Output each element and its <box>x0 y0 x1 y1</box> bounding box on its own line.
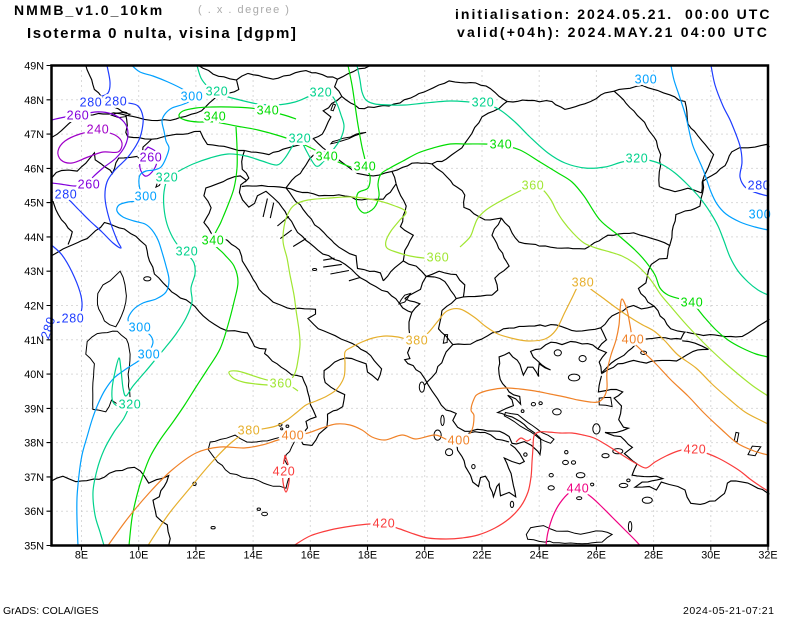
svg-text:300: 300 <box>135 189 158 203</box>
svg-text:320: 320 <box>626 151 649 165</box>
svg-text:340: 340 <box>316 149 339 163</box>
svg-text:280: 280 <box>105 94 128 108</box>
svg-text:18E: 18E <box>358 550 377 562</box>
svg-text:12E: 12E <box>186 550 205 562</box>
svg-text:48N: 48N <box>24 95 44 107</box>
svg-text:30E: 30E <box>701 550 720 562</box>
svg-text:280: 280 <box>62 311 85 325</box>
svg-text:320: 320 <box>176 244 199 258</box>
svg-text:300: 300 <box>138 347 161 361</box>
svg-text:41N: 41N <box>24 335 44 347</box>
svg-text:360: 360 <box>270 376 293 390</box>
svg-text:8E: 8E <box>75 550 88 562</box>
svg-text:400: 400 <box>622 332 645 346</box>
svg-text:280: 280 <box>80 95 103 109</box>
svg-text:10E: 10E <box>129 550 148 562</box>
svg-text:300: 300 <box>181 89 204 103</box>
svg-text:380: 380 <box>238 423 261 437</box>
svg-text:420: 420 <box>684 442 707 456</box>
svg-text:320: 320 <box>310 85 333 99</box>
svg-text:260: 260 <box>78 177 101 191</box>
svg-text:320: 320 <box>119 397 142 411</box>
svg-text:39N: 39N <box>24 403 44 415</box>
svg-text:380: 380 <box>406 333 429 347</box>
svg-text:360: 360 <box>427 250 450 264</box>
svg-text:35N: 35N <box>24 541 44 553</box>
svg-text:24E: 24E <box>530 550 549 562</box>
svg-text:320: 320 <box>156 170 179 184</box>
svg-text:280: 280 <box>55 187 78 201</box>
svg-text:320: 320 <box>472 95 495 109</box>
svg-text:43N: 43N <box>24 266 44 278</box>
svg-text:340: 340 <box>202 233 225 247</box>
svg-text:340: 340 <box>354 159 377 173</box>
svg-text:340: 340 <box>204 109 227 123</box>
svg-text:380: 380 <box>572 275 595 289</box>
svg-text:49N: 49N <box>24 61 44 73</box>
svg-text:260: 260 <box>67 108 90 122</box>
svg-text:300: 300 <box>749 207 772 221</box>
svg-text:300: 300 <box>129 320 152 334</box>
svg-text:36N: 36N <box>24 506 44 518</box>
svg-text:420: 420 <box>373 516 396 530</box>
svg-text:420: 420 <box>273 464 296 478</box>
svg-text:300: 300 <box>635 72 658 86</box>
svg-text:340: 340 <box>257 103 280 117</box>
svg-text:280: 280 <box>748 178 771 192</box>
svg-text:46N: 46N <box>24 163 44 175</box>
svg-text:260: 260 <box>140 150 163 164</box>
svg-text:240: 240 <box>87 122 110 136</box>
svg-text:16E: 16E <box>301 550 320 562</box>
svg-text:400: 400 <box>282 428 305 442</box>
svg-text:37N: 37N <box>24 472 44 484</box>
svg-text:38N: 38N <box>24 438 44 450</box>
svg-text:22E: 22E <box>472 550 491 562</box>
svg-text:40N: 40N <box>24 369 44 381</box>
svg-text:28E: 28E <box>644 550 663 562</box>
svg-text:320: 320 <box>206 84 229 98</box>
svg-text:45N: 45N <box>24 198 44 210</box>
svg-text:400: 400 <box>448 433 471 447</box>
svg-text:20E: 20E <box>415 550 434 562</box>
svg-text:360: 360 <box>522 178 545 192</box>
svg-text:47N: 47N <box>24 129 44 141</box>
svg-text:340: 340 <box>681 295 704 309</box>
svg-text:440: 440 <box>567 481 590 495</box>
svg-text:42N: 42N <box>24 301 44 313</box>
svg-text:340: 340 <box>490 137 513 151</box>
svg-text:32E: 32E <box>758 550 777 562</box>
svg-text:320: 320 <box>289 131 312 145</box>
svg-text:14E: 14E <box>243 550 262 562</box>
svg-text:26E: 26E <box>587 550 606 562</box>
svg-text:44N: 44N <box>24 232 44 244</box>
